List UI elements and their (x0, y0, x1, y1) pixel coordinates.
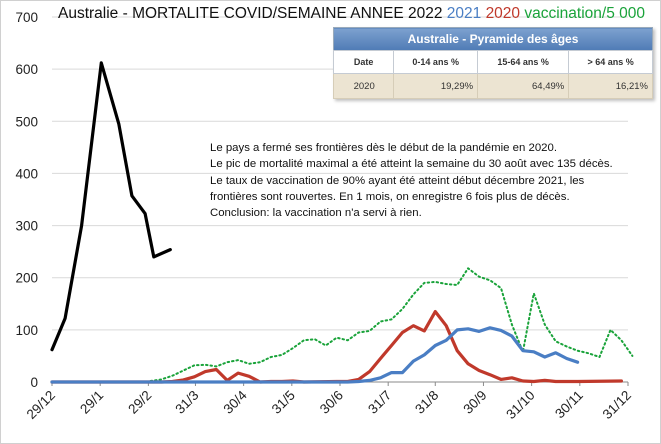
x-tick-label: 30/11 (552, 388, 586, 422)
title-prefix: Australie - MORTALITE COVID/SEMAINE ANNE… (58, 5, 447, 22)
annotation-line: Le pic de mortalité maximal a été attein… (210, 158, 613, 171)
chart-title: Australie - MORTALITE COVID/SEMAINE ANNE… (58, 5, 645, 23)
pyramid-header-0-14: 0-14 ans % (393, 50, 479, 74)
pyramid-cell-date: 2020 (332, 73, 395, 99)
y-tick-label: 100 (15, 323, 38, 338)
legend-vaccination: vaccination/5 000 (524, 5, 645, 22)
x-tick-label: 30/4 (221, 387, 251, 417)
x-tick-label: 29/1 (77, 388, 106, 417)
y-tick-label: 600 (15, 62, 38, 77)
series-2021-line (50, 326, 580, 384)
x-tick-label: 31/12 (600, 388, 635, 423)
x-tick-label: 31/3 (172, 388, 201, 417)
age-pyramid-table: Australie - Pyramide des âges Date 0-14 … (332, 27, 653, 99)
x-tick-label: 31/5 (269, 388, 298, 417)
y-tick-label: 700 (15, 10, 38, 25)
annotation-line: Le pays a fermé ses frontières dès le dé… (210, 142, 558, 154)
annotation-line: frontières sont rouvertes. En 1 mois, on… (210, 190, 570, 203)
annotation-text: Le pays a fermé ses frontières dès le dé… (210, 140, 660, 221)
series-2020-line (50, 310, 623, 384)
annotation-line: Le taux de vaccination de 90% ayant été … (210, 174, 585, 187)
pyramid-title: Australie - Pyramide des âges (333, 27, 653, 51)
x-tick-label: 29/12 (24, 388, 59, 423)
x-tick-label: 30/9 (460, 388, 489, 417)
x-tick-label: 31/7 (365, 388, 394, 417)
y-tick-label: 400 (15, 166, 38, 181)
pyramid-header-date: Date (332, 50, 395, 74)
x-tick-label: 30/6 (317, 388, 346, 417)
x-tick-label: 29/2 (125, 388, 154, 417)
y-tick-label: 300 (15, 219, 38, 234)
legend-2020: 2020 (485, 5, 521, 22)
pyramid-header-64plus: > 64 ans % (568, 50, 653, 74)
pyramid-header-15-64: 15-64 ans % (477, 50, 570, 74)
series-vaccination-line (149, 267, 634, 382)
pyramid-cell-0-14: 19,29% (393, 73, 479, 99)
x-tick-label: 31/10 (503, 388, 538, 423)
y-tick-label: 200 (15, 271, 38, 286)
y-tick-label: 500 (15, 114, 38, 129)
pyramid-cell-64plus: 16,21% (568, 73, 653, 99)
series-2022-line (50, 61, 172, 352)
y-tick-label: 0 (30, 375, 38, 390)
annotation-line: Conclusion: la vaccination n'a servi à r… (210, 207, 422, 220)
pyramid-cell-15-64: 64,49% (477, 73, 570, 99)
legend-2021: 2021 (446, 5, 482, 22)
x-tick-label: 31/8 (412, 388, 441, 417)
